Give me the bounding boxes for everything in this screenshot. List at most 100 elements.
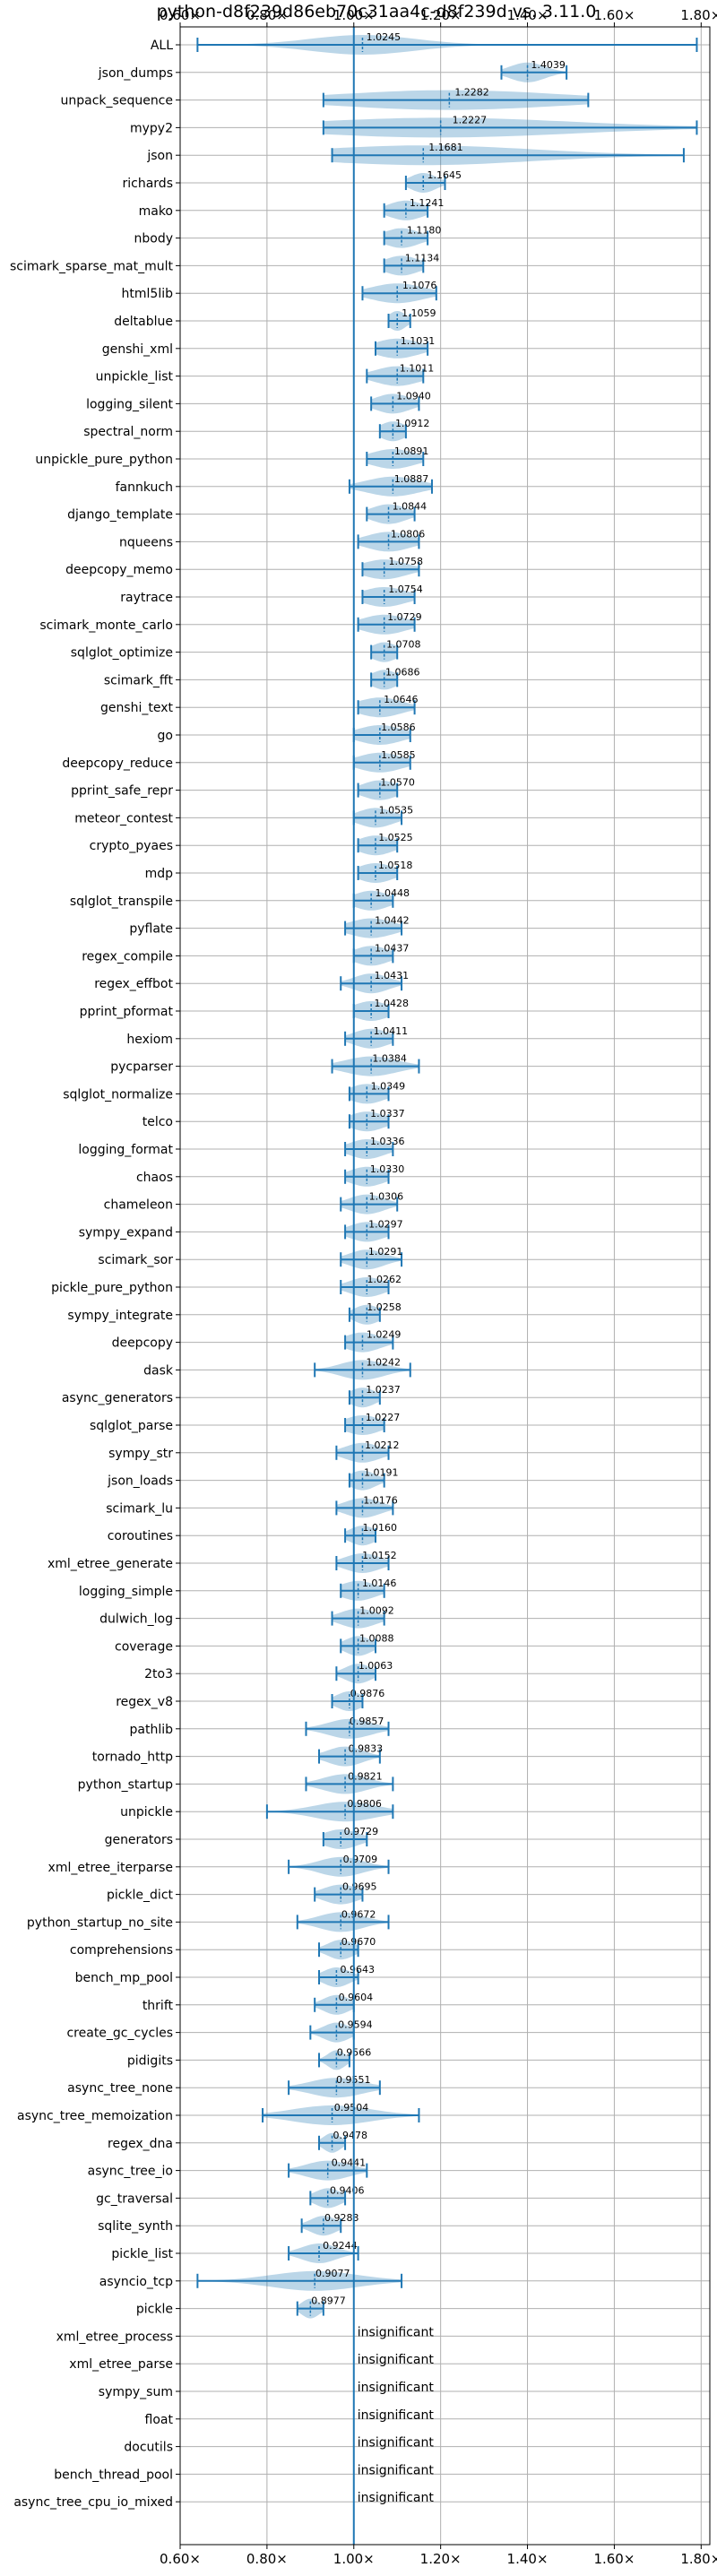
benchmark-label: unpickle_pure_python	[35, 453, 173, 467]
value-label: 1.0212	[365, 1439, 400, 1451]
benchmark-label: scimark_fft	[104, 673, 174, 687]
benchmark-label: create_gc_cycles	[66, 2027, 173, 2041]
value-label: 0.9077	[315, 2268, 350, 2279]
benchmark-label: dulwich_log	[99, 1612, 173, 1627]
benchmark-label: tornado_http	[92, 1750, 173, 1765]
benchmark-label: pickle_pure_python	[51, 1281, 173, 1295]
benchmark-label: scimark_lu	[106, 1501, 173, 1516]
value-label: 1.0525	[378, 832, 413, 843]
value-label: 0.9283	[324, 2212, 359, 2224]
value-label: 1.0437	[375, 942, 410, 954]
value-label: 0.9604	[339, 1992, 374, 2003]
value-label: 1.0431	[375, 970, 410, 981]
benchmark-label: pickle_dict	[107, 1889, 174, 1903]
benchmark-label: pycparser	[110, 1060, 173, 1075]
insignificant-label: insignificant	[358, 2408, 435, 2423]
value-label: 1.2282	[454, 87, 488, 99]
value-label: 1.1134	[405, 252, 440, 264]
x-tick-label-top: 1.40×	[507, 7, 549, 23]
value-label: 1.0245	[367, 31, 402, 43]
x-tick-label-top: 1.60×	[593, 7, 635, 23]
benchmark-label: async_tree_memoization	[17, 2109, 173, 2123]
x-tick-label-bottom: 1.20×	[420, 2551, 462, 2567]
value-label: 0.9643	[340, 1964, 375, 1975]
insignificant-label: insignificant	[358, 2325, 435, 2339]
benchmark-label: gc_traversal	[96, 2191, 173, 2206]
x-tick-label-top: 1.00×	[333, 7, 375, 23]
plot-frame	[179, 26, 711, 2546]
value-label: 1.4039	[531, 59, 566, 71]
value-label: 1.0330	[370, 1163, 405, 1175]
benchmark-label: pickle	[136, 2303, 173, 2317]
value-label: 1.0176	[363, 1494, 398, 1506]
value-label: 1.0912	[395, 418, 430, 429]
benchmark-label: crypto_pyaes	[90, 839, 173, 853]
benchmark-label: sympy_sum	[99, 2385, 173, 2399]
insignificant-label: insignificant	[358, 2463, 435, 2477]
value-label: 1.1076	[402, 280, 437, 291]
benchmark-label: json	[146, 149, 173, 163]
benchmark-label: pickle_list	[111, 2247, 173, 2261]
benchmark-label: raytrace	[120, 591, 173, 605]
benchmark-label: sqlglot_normalize	[63, 1087, 173, 1102]
benchmark-label: fannkuch	[116, 480, 173, 495]
value-label: 1.0146	[362, 1578, 397, 1589]
benchmark-label: async_tree_io	[88, 2165, 173, 2179]
benchmark-label: telco	[143, 1115, 173, 1129]
benchmark-label: html5lib	[122, 287, 174, 301]
value-label: 1.2227	[453, 114, 488, 125]
value-label: 0.9806	[347, 1798, 382, 1810]
benchmark-label: nqueens	[119, 535, 173, 549]
value-label: 1.0518	[378, 860, 413, 871]
benchmark-label: scimark_monte_carlo	[39, 618, 173, 633]
benchmark-label: python_startup_no_site	[27, 1915, 173, 1930]
value-label: 1.0535	[379, 804, 414, 816]
value-label: 1.0249	[367, 1329, 402, 1341]
value-label: 1.1241	[410, 197, 445, 209]
benchmark-label: regex_compile	[82, 949, 173, 964]
benchmark-label: coroutines	[108, 1529, 173, 1543]
value-label: 1.0448	[375, 887, 410, 899]
value-label: 1.1059	[402, 307, 436, 319]
benchmark-label: docutils	[124, 2441, 173, 2455]
benchmark-label: pidigits	[127, 2053, 173, 2068]
benchmark-label: generators	[105, 1833, 173, 1847]
x-tick-label-bottom: 1.60×	[593, 2551, 635, 2567]
benchmark-label: logging_simple	[79, 1585, 173, 1599]
benchmark-label: chaos	[136, 1171, 173, 1185]
benchmark-label: unpickle	[120, 1805, 173, 1820]
x-tick-label-bottom: 1.40×	[507, 2551, 549, 2567]
benchmark-label: sympy_integrate	[67, 1309, 173, 1323]
value-label: 0.9672	[341, 1908, 376, 1920]
benchmark-label: thrift	[143, 1999, 174, 2013]
benchmark-label: unpickle_list	[96, 370, 174, 385]
value-label: 0.9594	[338, 2019, 373, 2031]
value-label: 1.0297	[368, 1218, 403, 1230]
benchmark-label: scimark_sparse_mat_mult	[10, 259, 173, 273]
benchmark-label: nbody	[134, 232, 174, 246]
insignificant-label: insignificant	[358, 2491, 435, 2505]
insignificant-label: insignificant	[358, 2353, 435, 2367]
value-label: 1.0686	[385, 666, 420, 678]
value-label: 1.0262	[367, 1274, 402, 1285]
benchmark-label: mypy2	[130, 121, 173, 135]
x-tick-label-top: 0.60×	[160, 7, 201, 23]
benchmark-label: json_dumps	[98, 66, 173, 81]
benchmark-label: deepcopy	[112, 1336, 173, 1351]
benchmark-label: spectral_norm	[83, 425, 173, 439]
value-label: 0.9729	[344, 1826, 379, 1837]
value-label: 1.0891	[394, 445, 429, 457]
benchmark-label: xml_etree_iterparse	[48, 1861, 173, 1875]
benchmark-label: logging_silent	[86, 397, 173, 411]
value-label: 1.0570	[380, 777, 415, 789]
value-label: 1.0349	[371, 1080, 406, 1092]
value-label: 0.9670	[341, 1936, 376, 1948]
benchmark-label: regex_v8	[116, 1695, 173, 1709]
benchmark-label: unpack_sequence	[61, 94, 173, 108]
benchmark-label: sqlglot_transpile	[70, 895, 173, 909]
benchmark-label: sqlglot_optimize	[71, 646, 173, 661]
benchmark-label: regex_dna	[108, 2137, 173, 2151]
axis-layer: 0.60× 0.60× 0.80× 0.80× 1.00× 1.00× 1.20× 1.20×…	[10, 7, 717, 2567]
value-label: 1.0887	[394, 473, 429, 485]
value-label: 1.0754	[388, 583, 423, 595]
